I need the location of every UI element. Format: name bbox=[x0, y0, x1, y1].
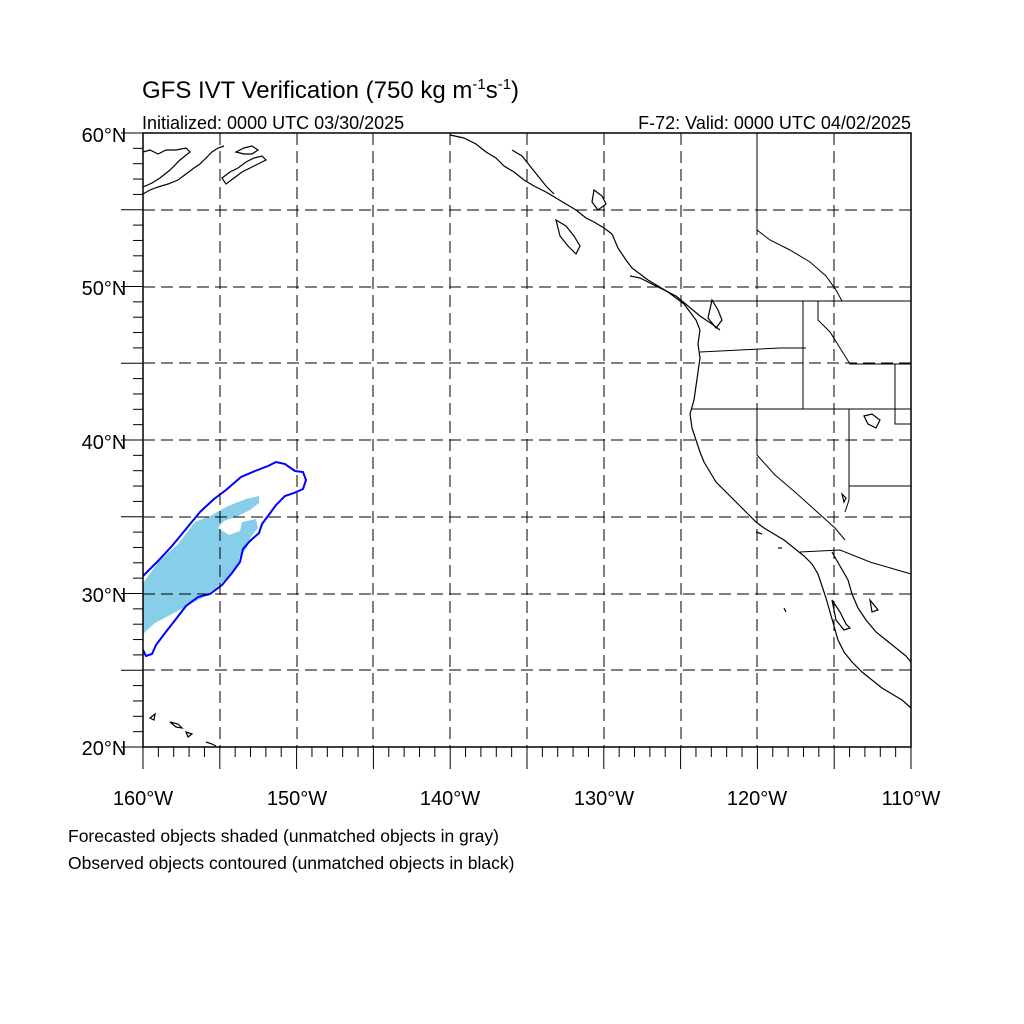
lat-label-20: 20°N bbox=[82, 738, 127, 760]
lon-label-130w: 130°W bbox=[574, 788, 634, 810]
lon-label-160w: 160°W bbox=[113, 788, 173, 810]
chart-title: GFS IVT Verification (750 kg m-1s-1) bbox=[142, 76, 519, 104]
valid-label: F-72: Valid: 0000 UTC 04/02/2025 bbox=[638, 113, 911, 133]
lon-label-120w: 120°W bbox=[727, 788, 787, 810]
lon-label-110w: 110°W bbox=[882, 788, 941, 810]
lat-label-50: 50°N bbox=[82, 278, 127, 300]
political-borders bbox=[690, 135, 912, 575]
lon-label-140w: 140°W bbox=[420, 788, 480, 810]
forecast-object-gap bbox=[224, 521, 234, 531]
forecast-object-shaded bbox=[143, 496, 259, 634]
initialized-label: Initialized: 0000 UTC 03/30/2025 bbox=[142, 113, 404, 133]
observed-object-contour bbox=[142, 460, 308, 658]
coastlines bbox=[142, 134, 912, 747]
footnote-observed: Observed objects contoured (unmatched ob… bbox=[68, 853, 515, 873]
footnote-forecast: Forecasted objects shaded (unmatched obj… bbox=[68, 826, 499, 846]
lat-label-60: 60°N bbox=[82, 125, 127, 147]
lat-label-40: 40°N bbox=[82, 432, 127, 454]
lon-label-150w: 150°W bbox=[267, 788, 327, 810]
graticule bbox=[143, 133, 911, 747]
axis-ticks bbox=[121, 132, 912, 769]
lat-label-30: 30°N bbox=[82, 585, 127, 607]
